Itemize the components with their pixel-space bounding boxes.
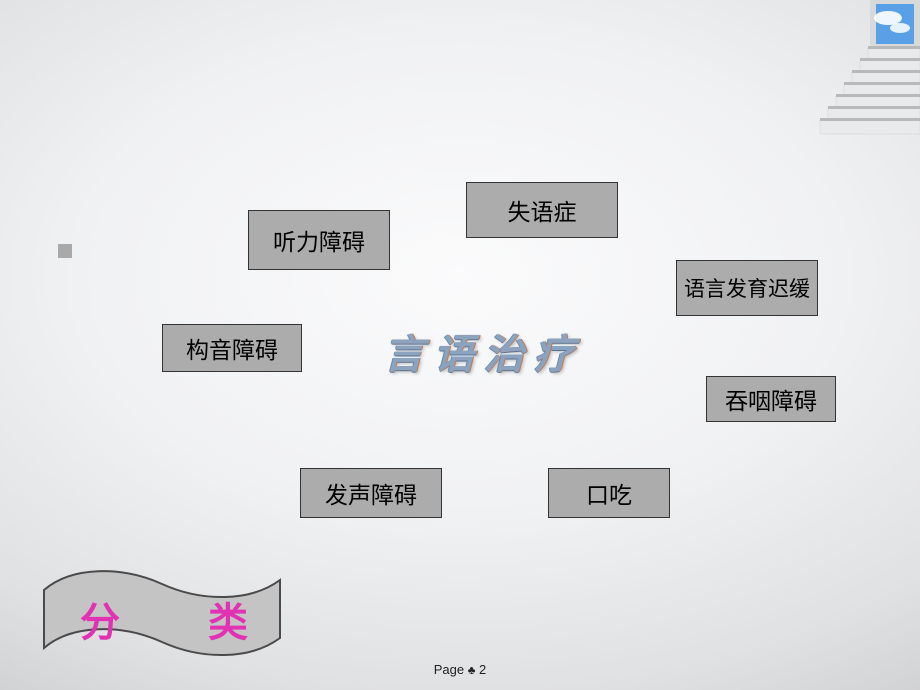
box-stutter: 口吃 (548, 468, 670, 518)
box-aphasia: 失语症 (466, 182, 618, 238)
slide-canvas: 失语症 听力障碍 语言发育迟缓 构音障碍 吞咽障碍 发声障碍 口吃 言语治疗 分… (0, 0, 920, 690)
box-hearing: 听力障碍 (248, 210, 390, 270)
box-lang-delay: 语言发育迟缓 (676, 260, 818, 316)
box-label: 听力障碍 (273, 223, 365, 257)
box-label: 失语症 (508, 193, 577, 227)
corner-stairs-art (800, 0, 920, 150)
box-dysphonia: 发声障碍 (300, 468, 442, 518)
box-label: 发声障碍 (325, 476, 417, 510)
box-label: 吞咽障碍 (725, 382, 817, 416)
box-label: 语言发育迟缓 (684, 273, 810, 303)
category-ribbon-label: 分 类 (80, 590, 272, 648)
box-dysarthria: 构音障碍 (162, 324, 302, 372)
bullet-square (58, 244, 72, 258)
box-label: 口吃 (586, 476, 632, 510)
box-label: 构音障碍 (186, 331, 278, 365)
club-icon (468, 662, 476, 677)
footer-page-number: 2 (479, 662, 486, 677)
page-footer: Page 2 (0, 662, 920, 677)
box-dysphagia: 吞咽障碍 (706, 376, 836, 422)
footer-prefix: Page (434, 662, 468, 677)
center-title: 言语治疗 (384, 322, 584, 380)
